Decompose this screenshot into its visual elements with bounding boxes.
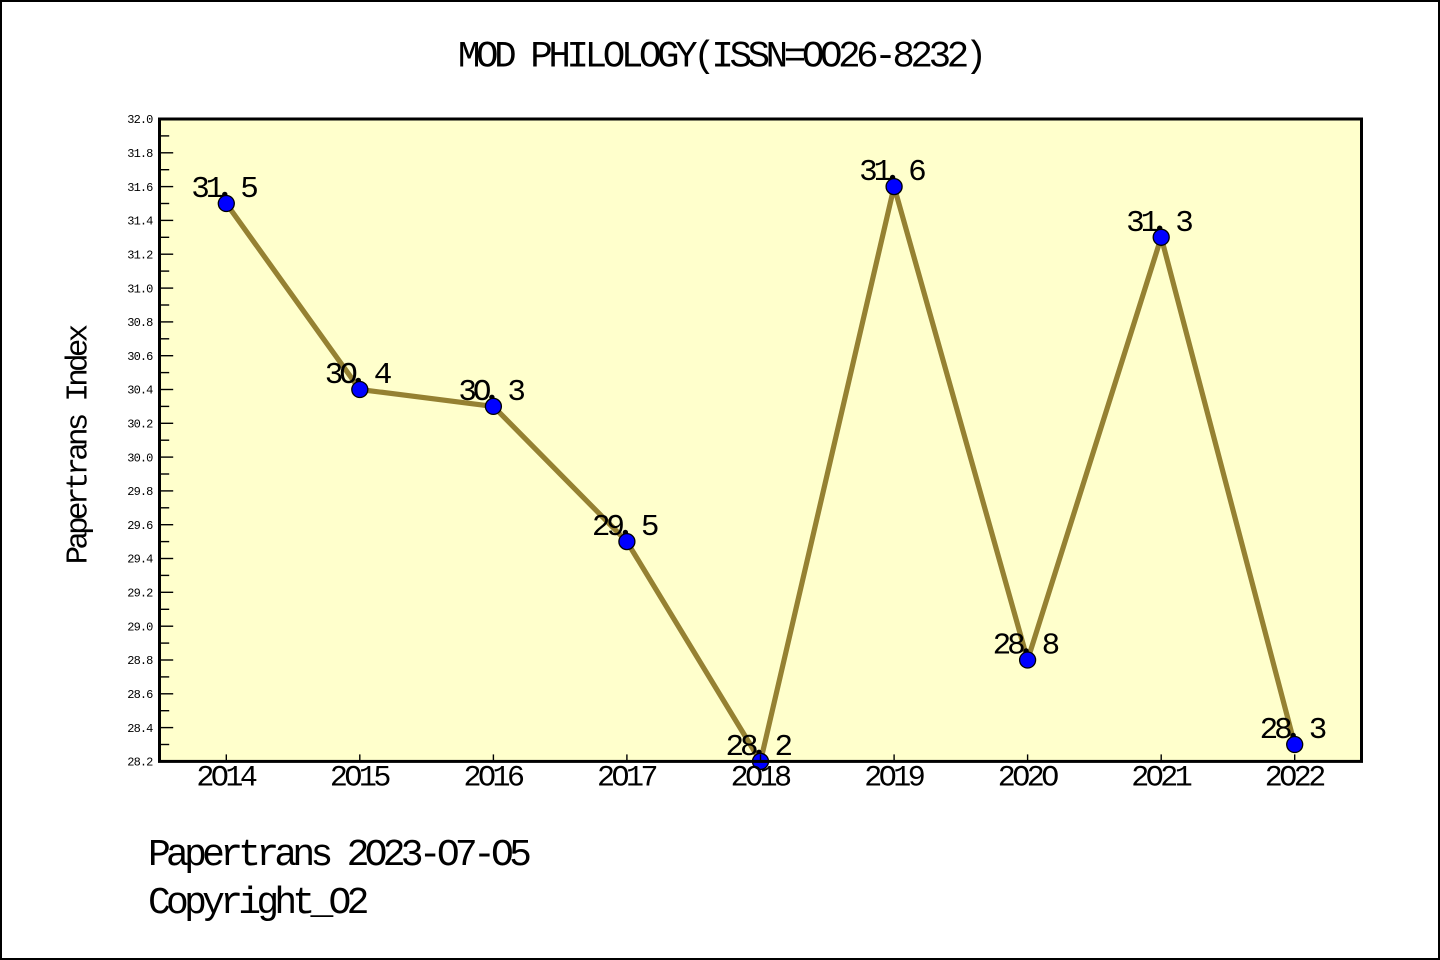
- svg-text:2O19: 2O19: [864, 762, 924, 796]
- svg-text:28.6: 28.6: [127, 688, 153, 702]
- svg-text:2O22: 2O22: [1265, 762, 1325, 796]
- svg-text:30.2: 30.2: [127, 418, 153, 432]
- svg-text:2: 2: [775, 730, 792, 765]
- svg-text:31.2: 31.2: [127, 248, 153, 262]
- svg-text:29.6: 29.6: [127, 519, 153, 533]
- svg-text:2O2O: 2O2O: [998, 762, 1059, 796]
- svg-text:Papertrans Index: Papertrans Index: [62, 324, 97, 564]
- svg-text:30.6: 30.6: [127, 350, 153, 364]
- svg-text:2O15: 2O15: [330, 762, 391, 796]
- svg-text:29.8: 29.8: [127, 485, 153, 499]
- svg-text:2O17: 2O17: [597, 762, 657, 796]
- svg-text:Papertrans 2O23-O7-O5: Papertrans 2O23-O7-O5: [148, 834, 530, 877]
- svg-text:29.2: 29.2: [127, 587, 153, 601]
- svg-text:31.8: 31.8: [127, 147, 153, 161]
- svg-text:31.6: 31.6: [127, 181, 153, 195]
- svg-text:Copyright_O2: Copyright_O2: [148, 882, 368, 925]
- svg-text:28.8: 28.8: [127, 654, 153, 668]
- svg-text:30.8: 30.8: [127, 316, 153, 330]
- svg-text:3: 3: [1175, 206, 1192, 241]
- svg-text:29.0: 29.0: [127, 620, 153, 634]
- svg-text:31.4: 31.4: [127, 215, 153, 229]
- svg-text:2O18: 2O18: [731, 762, 792, 796]
- svg-text:30.0: 30.0: [127, 451, 153, 465]
- svg-text:32.0: 32.0: [127, 113, 153, 127]
- svg-text:2O14: 2O14: [196, 762, 257, 796]
- svg-text:28.4: 28.4: [127, 722, 153, 736]
- svg-text:8: 8: [1042, 629, 1059, 664]
- svg-text:2O21: 2O21: [1131, 762, 1192, 796]
- svg-text:MOD PHILOLOGY(ISSN=OO26-8232): MOD PHILOLOGY(ISSN=OO26-8232): [458, 37, 983, 79]
- svg-text:5: 5: [240, 172, 257, 207]
- svg-text:3: 3: [507, 375, 524, 410]
- svg-text:28.2: 28.2: [127, 756, 153, 770]
- svg-text:30.4: 30.4: [127, 384, 153, 398]
- svg-text:29.4: 29.4: [127, 553, 153, 567]
- svg-text:5: 5: [641, 510, 658, 545]
- svg-text:6: 6: [908, 155, 925, 190]
- svg-text:31.0: 31.0: [127, 282, 153, 296]
- svg-text:2O16: 2O16: [463, 762, 524, 796]
- svg-text:3: 3: [1309, 713, 1326, 748]
